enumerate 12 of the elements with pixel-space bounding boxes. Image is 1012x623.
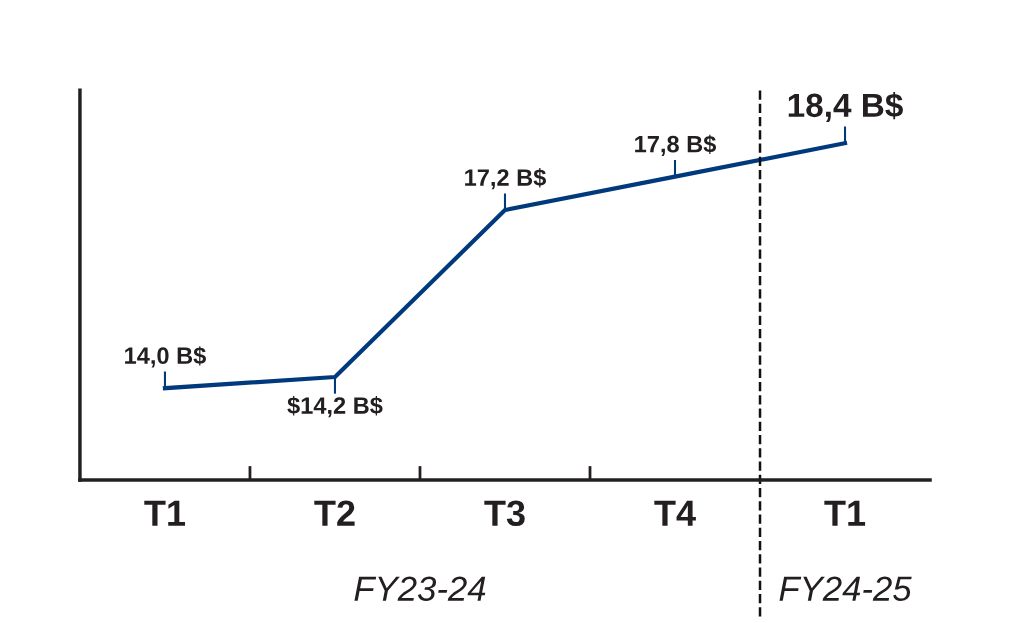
x-tick-label: T1 [144,500,186,526]
text: FY24-25 [779,576,912,601]
x-tick-label: T4 [654,500,696,526]
data-label: 17,2 B$ [465,168,547,190]
data-label: 14,0 B$ [125,346,206,368]
data-label: $14,2 B$ [287,396,383,418]
x-tick-label: T2 [314,500,355,526]
x-tick-label: T3 [484,500,525,527]
x-tick-label: T1 [824,500,866,526]
data-label: 18,4 B$ [788,92,903,122]
text: FY23-24 [354,576,486,601]
data-label: 17,8 B$ [635,134,717,156]
